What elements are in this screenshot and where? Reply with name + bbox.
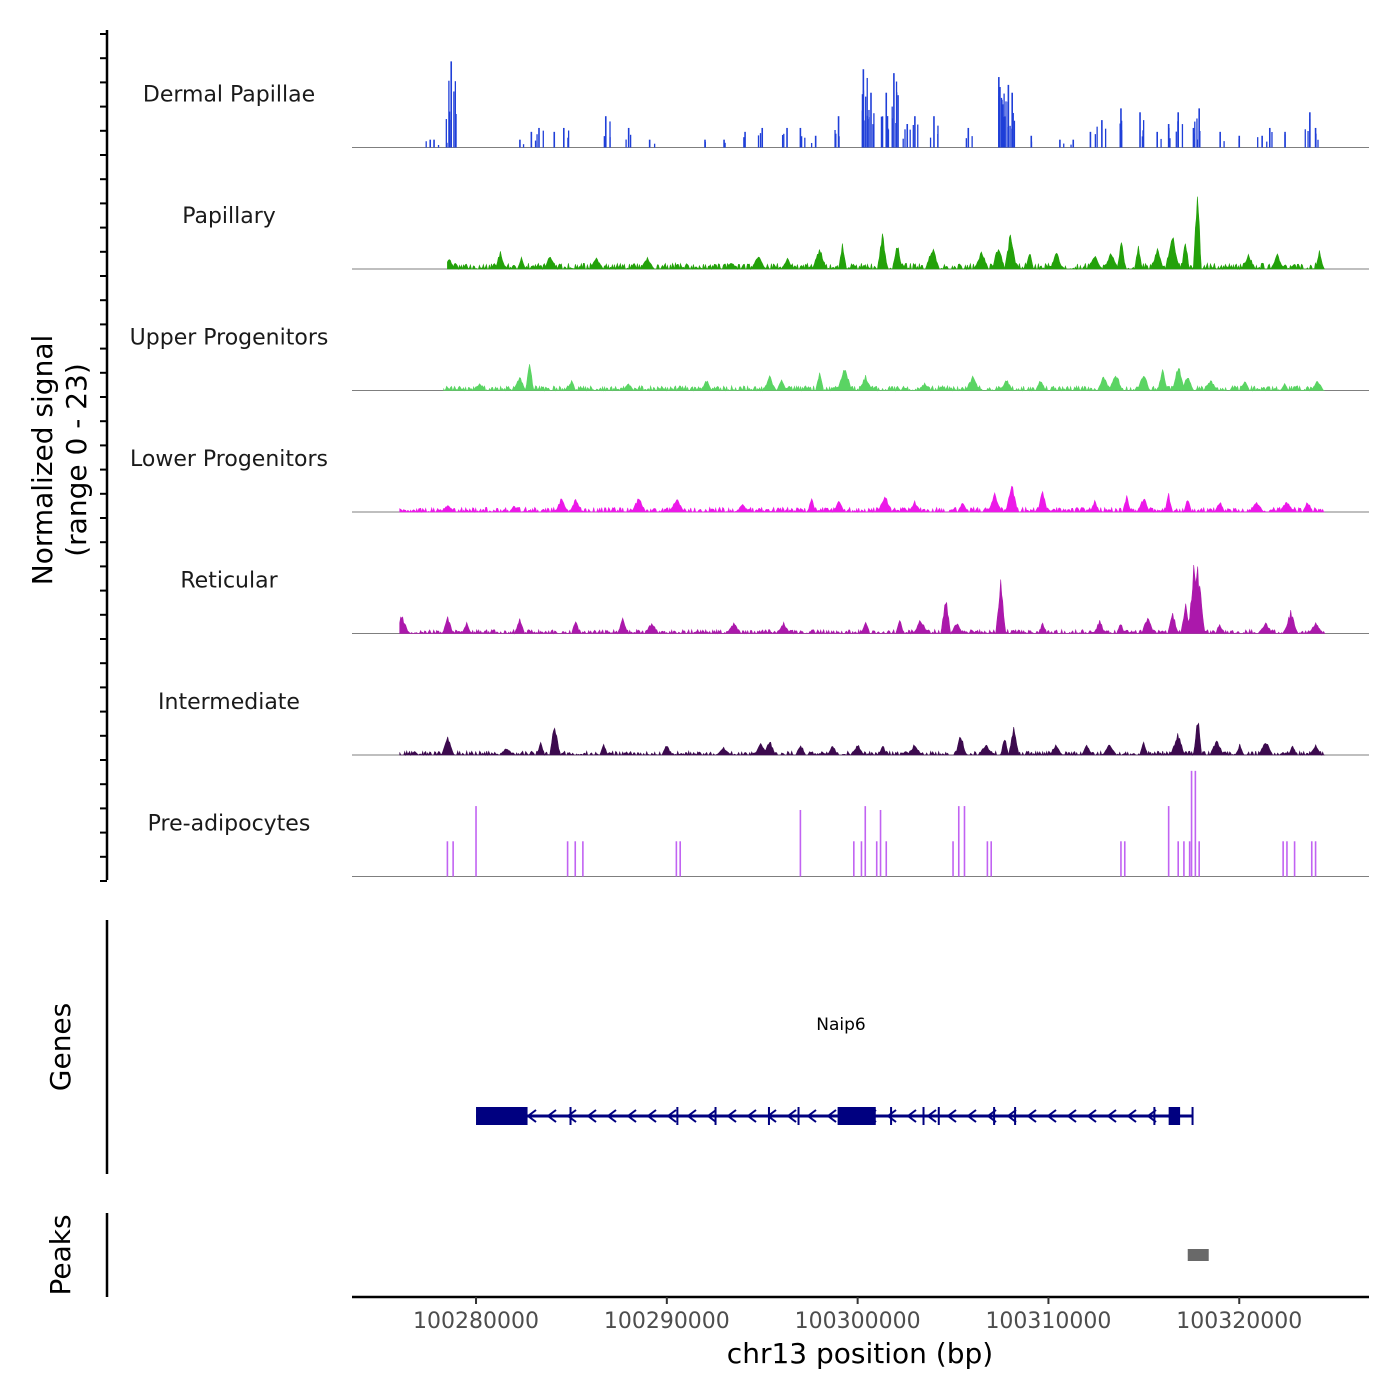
x-axis: 100280000 100290000 100300000 100310000 1003… bbox=[352, 1295, 1369, 1370]
x-tick-label: 100320000 bbox=[1176, 1309, 1302, 1334]
gene-exon bbox=[837, 1107, 876, 1125]
gene-model bbox=[476, 1107, 1194, 1125]
strand-arrow bbox=[1046, 1109, 1057, 1123]
strand-arrow bbox=[666, 1109, 677, 1123]
gene-exon bbox=[1014, 1107, 1017, 1125]
gene-exon bbox=[890, 1107, 893, 1125]
coverage-area bbox=[443, 364, 1325, 392]
strand-arrow bbox=[526, 1109, 537, 1123]
strand-arrow bbox=[886, 1109, 897, 1123]
strand-arrow bbox=[826, 1109, 837, 1123]
coverage-area bbox=[399, 564, 1326, 635]
gene-exon bbox=[1153, 1107, 1156, 1125]
peak-region bbox=[1187, 1249, 1209, 1261]
strand-arrow bbox=[1026, 1109, 1037, 1123]
strand-arrow bbox=[586, 1109, 597, 1123]
x-tick-label: 100280000 bbox=[413, 1309, 539, 1334]
gene-exon bbox=[1191, 1107, 1194, 1125]
track-intermediate: Intermediate bbox=[158, 690, 1369, 757]
x-tick-label: 100290000 bbox=[604, 1309, 730, 1334]
gene-exon bbox=[797, 1107, 800, 1125]
strand-arrow bbox=[946, 1109, 957, 1123]
strand-arrow bbox=[606, 1109, 617, 1123]
track-label: Upper Progenitors bbox=[130, 326, 329, 351]
strand-arrow bbox=[626, 1109, 637, 1123]
x-tick-label: 100300000 bbox=[795, 1309, 921, 1334]
x-axis-ticks: 100280000 100290000 100300000 100310000 1003… bbox=[413, 1297, 1302, 1334]
coverage-y-ticks bbox=[100, 33, 107, 882]
track-dermal-papillae: Dermal Papillae bbox=[143, 61, 1369, 148]
gene-exon bbox=[922, 1107, 925, 1125]
track-reticular: Reticular bbox=[180, 564, 1369, 635]
strand-arrow bbox=[906, 1109, 917, 1123]
strand-arrow bbox=[646, 1109, 657, 1123]
gene-exon bbox=[937, 1107, 940, 1125]
genes-panel: Genes Naip6 bbox=[44, 920, 1194, 1174]
strand-arrow bbox=[1006, 1109, 1017, 1123]
track-label: Papillary bbox=[182, 204, 276, 229]
track-label: Reticular bbox=[180, 569, 278, 594]
genes-panel-label: Genes bbox=[44, 1003, 77, 1091]
strand-arrow bbox=[566, 1109, 577, 1123]
strand-arrow bbox=[746, 1109, 757, 1123]
track-label: Dermal Papillae bbox=[143, 83, 315, 108]
peaks-panel-label: Peaks bbox=[44, 1214, 77, 1295]
strand-arrow bbox=[1066, 1109, 1077, 1123]
coverage-area bbox=[399, 722, 1325, 757]
strand-arrow bbox=[1106, 1109, 1117, 1123]
gene-exon bbox=[1168, 1107, 1181, 1125]
track-label: Pre-adipocytes bbox=[148, 812, 311, 837]
strand-arrow bbox=[706, 1109, 717, 1123]
strand-arrow bbox=[806, 1109, 817, 1123]
gene-exon bbox=[676, 1107, 679, 1125]
gene-exon bbox=[569, 1107, 572, 1125]
x-axis-label: chr13 position (bp) bbox=[727, 1337, 993, 1370]
track-pre-adipocytes: Pre-adipocytes bbox=[148, 770, 1369, 877]
strand-arrow bbox=[786, 1109, 797, 1123]
coverage-tracks: Dermal Papillae Papillary Upper Progenitor… bbox=[130, 61, 1369, 877]
coverage-area bbox=[399, 485, 1325, 514]
peaks-panel: Peaks bbox=[44, 1213, 1209, 1297]
y-axis-label-line2: (range 0 - 23) bbox=[60, 363, 93, 557]
track-label: Lower Progenitors bbox=[130, 447, 328, 472]
y-axis-label-line1: Normalized signal bbox=[26, 335, 59, 586]
gene-exon bbox=[476, 1107, 528, 1125]
gene-exon bbox=[767, 1107, 770, 1125]
strand-arrow bbox=[726, 1109, 737, 1123]
strand-arrow bbox=[1146, 1109, 1157, 1123]
track-label: Intermediate bbox=[158, 690, 300, 715]
x-tick-label: 100310000 bbox=[985, 1309, 1111, 1334]
gene-exon bbox=[714, 1107, 717, 1125]
strand-arrow bbox=[686, 1109, 697, 1123]
coverage-panel: Normalized signal (range 0 - 23) Dermal … bbox=[26, 30, 1369, 882]
track-upper-progenitors: Upper Progenitors bbox=[130, 326, 1369, 392]
strand-arrow bbox=[1086, 1109, 1097, 1123]
gene-exon bbox=[993, 1107, 996, 1125]
strand-arrow bbox=[546, 1109, 557, 1123]
peak-regions bbox=[1187, 1249, 1209, 1261]
track-lower-progenitors: Lower Progenitors bbox=[130, 447, 1369, 514]
track-papillary: Papillary bbox=[182, 196, 1369, 271]
gene-name-label: Naip6 bbox=[816, 1015, 865, 1035]
coverage-area bbox=[447, 196, 1325, 271]
strand-arrow bbox=[926, 1109, 937, 1123]
strand-arrow bbox=[966, 1109, 977, 1123]
strand-arrow bbox=[1126, 1109, 1137, 1123]
